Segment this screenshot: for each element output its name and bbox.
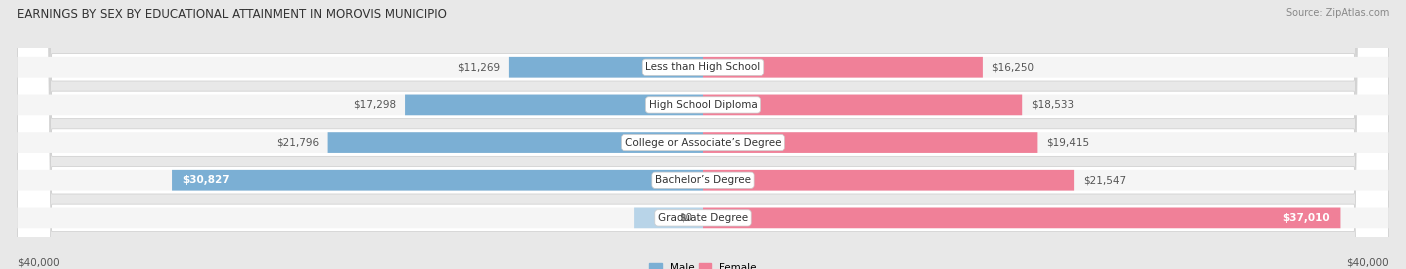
FancyBboxPatch shape bbox=[634, 208, 703, 228]
Text: $40,000: $40,000 bbox=[17, 257, 60, 267]
Text: College or Associate’s Degree: College or Associate’s Degree bbox=[624, 137, 782, 148]
Text: $18,533: $18,533 bbox=[1031, 100, 1074, 110]
FancyBboxPatch shape bbox=[703, 208, 1340, 228]
FancyBboxPatch shape bbox=[703, 132, 1389, 153]
FancyBboxPatch shape bbox=[703, 132, 1038, 153]
FancyBboxPatch shape bbox=[703, 170, 1074, 190]
Text: Less than High School: Less than High School bbox=[645, 62, 761, 72]
Text: $21,547: $21,547 bbox=[1083, 175, 1126, 185]
FancyBboxPatch shape bbox=[509, 57, 703, 78]
Text: Graduate Degree: Graduate Degree bbox=[658, 213, 748, 223]
Text: $16,250: $16,250 bbox=[991, 62, 1035, 72]
FancyBboxPatch shape bbox=[703, 94, 1022, 115]
Text: High School Diploma: High School Diploma bbox=[648, 100, 758, 110]
FancyBboxPatch shape bbox=[17, 0, 1389, 269]
FancyBboxPatch shape bbox=[17, 170, 703, 190]
Text: EARNINGS BY SEX BY EDUCATIONAL ATTAINMENT IN MOROVIS MUNICIPIO: EARNINGS BY SEX BY EDUCATIONAL ATTAINMEN… bbox=[17, 8, 447, 21]
FancyBboxPatch shape bbox=[17, 0, 1389, 269]
FancyBboxPatch shape bbox=[17, 94, 703, 115]
FancyBboxPatch shape bbox=[703, 57, 983, 78]
FancyBboxPatch shape bbox=[703, 57, 1389, 78]
Text: $40,000: $40,000 bbox=[1346, 257, 1389, 267]
Legend: Male, Female: Male, Female bbox=[650, 263, 756, 269]
Text: $11,269: $11,269 bbox=[457, 62, 501, 72]
FancyBboxPatch shape bbox=[328, 132, 703, 153]
FancyBboxPatch shape bbox=[17, 208, 703, 228]
Text: $21,796: $21,796 bbox=[276, 137, 319, 148]
Text: $37,010: $37,010 bbox=[1282, 213, 1330, 223]
FancyBboxPatch shape bbox=[703, 170, 1389, 190]
FancyBboxPatch shape bbox=[17, 0, 1389, 269]
Text: $19,415: $19,415 bbox=[1046, 137, 1090, 148]
Text: $17,298: $17,298 bbox=[353, 100, 396, 110]
FancyBboxPatch shape bbox=[17, 0, 1389, 269]
Text: Bachelor’s Degree: Bachelor’s Degree bbox=[655, 175, 751, 185]
FancyBboxPatch shape bbox=[703, 208, 1389, 228]
Text: $30,827: $30,827 bbox=[183, 175, 231, 185]
Text: Source: ZipAtlas.com: Source: ZipAtlas.com bbox=[1285, 8, 1389, 18]
FancyBboxPatch shape bbox=[405, 94, 703, 115]
FancyBboxPatch shape bbox=[17, 132, 703, 153]
FancyBboxPatch shape bbox=[17, 0, 1389, 269]
FancyBboxPatch shape bbox=[172, 170, 703, 190]
FancyBboxPatch shape bbox=[17, 57, 703, 78]
FancyBboxPatch shape bbox=[703, 94, 1389, 115]
Text: $0: $0 bbox=[679, 213, 693, 223]
